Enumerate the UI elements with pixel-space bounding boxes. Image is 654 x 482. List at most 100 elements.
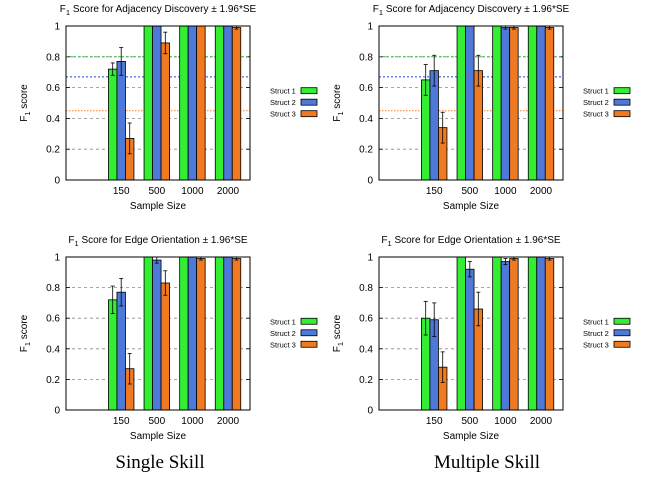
y-tick-label: 1 <box>367 22 373 33</box>
legend-swatch <box>613 340 631 348</box>
x-axis-label: Sample Size <box>443 201 500 212</box>
bar <box>143 25 153 181</box>
legend-swatch <box>300 98 318 106</box>
y-tick-label: 0.2 <box>359 375 373 386</box>
chart-panel-3: 0 0.2 0.4 0.6 0.8 1 150 500 1000 2000 F1 Score for… <box>19 235 318 442</box>
x-tick-label: 500 <box>461 186 478 197</box>
y-tick-label: 1 <box>367 253 373 264</box>
bar <box>160 282 170 411</box>
bar <box>509 258 519 411</box>
bar <box>527 256 538 411</box>
x-tick-label: 2000 <box>530 416 553 427</box>
bar <box>108 299 118 411</box>
bar <box>509 27 519 181</box>
legend-label: Struct 3 <box>583 340 609 349</box>
y-tick-label: 0.8 <box>46 283 60 294</box>
bar <box>500 27 511 181</box>
chart-panel-4: 0 0.2 0.4 0.6 0.8 1 150 500 1000 2000 F1 Score for… <box>332 235 631 442</box>
bar <box>527 25 538 181</box>
bar <box>223 25 233 181</box>
y-tick-label: 0.2 <box>46 145 60 156</box>
bar <box>179 25 189 181</box>
y-axis-label: F1 score <box>19 314 32 352</box>
bar <box>231 27 242 181</box>
caption-single-skill: Single Skill <box>115 452 205 473</box>
y-tick-label: 0.8 <box>359 52 373 63</box>
bar <box>536 256 546 411</box>
y-tick-label: 0.6 <box>46 314 60 325</box>
chart-title: F1 Score for Adjacency Discovery ± 1.96*… <box>373 4 570 17</box>
y-tick-label: 0.2 <box>359 145 373 156</box>
bar <box>116 291 126 411</box>
x-axis-label: Sample Size <box>443 431 500 442</box>
y-tick-label: 1 <box>54 253 60 264</box>
bar <box>152 259 162 411</box>
bar <box>465 25 475 181</box>
bar <box>116 61 126 181</box>
legend-swatch <box>300 329 318 337</box>
x-tick-label: 1000 <box>181 416 204 427</box>
bar <box>544 258 555 411</box>
bar <box>465 268 475 411</box>
x-tick-label: 150 <box>426 416 443 427</box>
bar <box>536 25 546 181</box>
chart-title: F1 Score for Edge Orientation ± 1.96*SE <box>381 235 561 248</box>
bar <box>492 25 502 181</box>
legend-swatch <box>300 340 318 348</box>
bar <box>179 256 189 411</box>
y-tick-label: 0.4 <box>359 344 373 355</box>
bar <box>196 258 206 411</box>
x-axis-label: Sample Size <box>130 201 187 212</box>
x-tick-label: 150 <box>113 186 130 197</box>
y-tick-label: 0.6 <box>46 83 60 94</box>
bar <box>108 68 118 181</box>
bar <box>500 261 511 411</box>
y-axis-label: F1 score <box>19 84 32 122</box>
legend-swatch <box>613 110 631 118</box>
bar <box>223 256 233 411</box>
x-tick-label: 150 <box>113 416 130 427</box>
x-tick-label: 500 <box>148 186 165 197</box>
plot-frame <box>378 25 564 181</box>
bar <box>187 256 198 411</box>
bar <box>196 25 206 181</box>
legend-label: Struct 2 <box>270 98 296 107</box>
y-tick-label: 0.8 <box>359 283 373 294</box>
bar <box>160 42 170 181</box>
legend-label: Struct 3 <box>583 110 609 119</box>
plot-frame <box>378 256 564 411</box>
x-axis-label: Sample Size <box>130 431 187 442</box>
plot-frame <box>65 25 251 181</box>
x-tick-label: 2000 <box>217 186 240 197</box>
legend-swatch <box>613 317 631 325</box>
y-tick-label: 0 <box>367 406 373 417</box>
chart-panel-2: 0 0.2 0.4 0.6 0.8 1 150 500 1000 2000 F1 Score for… <box>332 4 631 212</box>
bar <box>492 256 502 411</box>
bar <box>429 70 439 181</box>
legend-swatch <box>613 87 631 95</box>
x-tick-label: 1000 <box>181 186 204 197</box>
y-tick-label: 0 <box>367 176 373 187</box>
legend-swatch <box>300 317 318 325</box>
caption-multiple-skill: Multiple Skill <box>433 452 541 473</box>
legend-label: Struct 1 <box>270 317 296 326</box>
y-axis-label: F1 score <box>332 314 345 352</box>
x-tick-label: 2000 <box>217 416 240 427</box>
legend-label: Struct 1 <box>583 87 609 96</box>
x-tick-label: 500 <box>461 416 478 427</box>
bar <box>456 25 466 181</box>
bar <box>544 27 555 181</box>
legend-swatch <box>300 87 318 95</box>
x-tick-label: 500 <box>148 416 165 427</box>
bar <box>231 258 242 411</box>
legend-swatch <box>613 98 631 106</box>
legend-label: Struct 1 <box>270 87 296 96</box>
bar <box>143 256 153 411</box>
y-tick-label: 0.2 <box>46 375 60 386</box>
y-tick-label: 0.6 <box>359 314 373 325</box>
legend-label: Struct 1 <box>583 317 609 326</box>
chart-panel-1: 0 0.2 0.4 0.6 0.8 1 150 500 1000 2000 F1 Score for… <box>19 4 318 212</box>
y-tick-label: 1 <box>54 22 60 33</box>
y-axis-label: F1 score <box>332 84 345 122</box>
